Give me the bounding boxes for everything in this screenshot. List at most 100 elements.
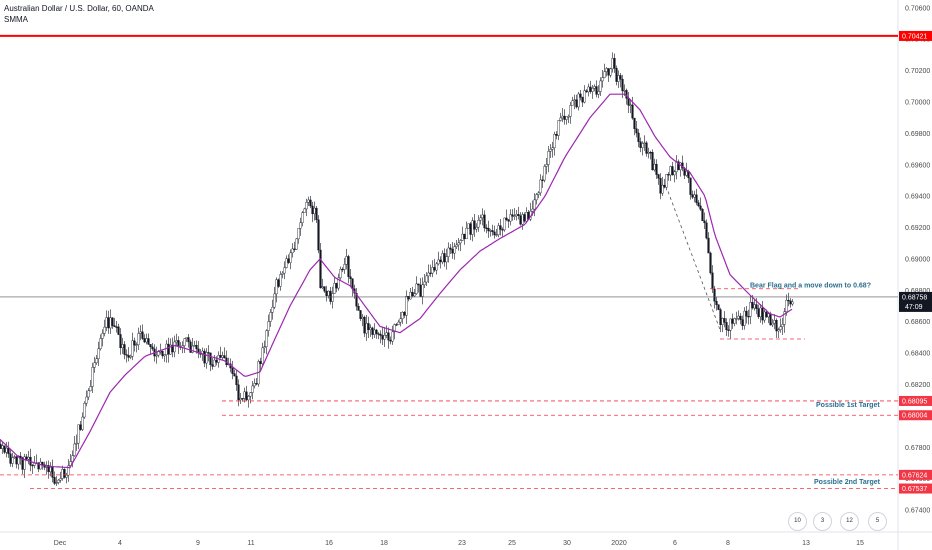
candle-body xyxy=(499,225,502,230)
candle-body xyxy=(367,323,370,330)
candle-body xyxy=(753,304,756,309)
target-price-tag xyxy=(899,469,932,480)
candle-body xyxy=(0,443,2,449)
candle-body xyxy=(599,80,602,92)
x-tick-label: 30 xyxy=(563,540,571,547)
candle-body xyxy=(659,178,662,194)
candle-body xyxy=(691,194,694,198)
event-flag-icon[interactable]: 12 xyxy=(840,512,859,531)
candle-body xyxy=(553,134,556,148)
candle-body xyxy=(649,152,652,154)
candle-body xyxy=(485,227,488,229)
candle-body xyxy=(305,202,308,210)
candle-body xyxy=(613,58,616,69)
candle-body xyxy=(759,307,762,317)
candle-body xyxy=(633,117,636,129)
candle-body xyxy=(27,456,30,460)
candle-body xyxy=(457,242,460,246)
candle-body xyxy=(75,442,78,445)
candle-body xyxy=(637,132,640,142)
candle-body xyxy=(355,293,358,307)
x-tick-label: 2020 xyxy=(611,540,627,547)
candle-body xyxy=(545,164,548,167)
candle-body xyxy=(51,467,54,478)
candle-body xyxy=(737,315,740,319)
candle-body xyxy=(113,325,116,327)
resistance-price-tag xyxy=(899,30,932,41)
candle-body xyxy=(103,326,106,334)
candle-body xyxy=(517,214,520,216)
candle-body xyxy=(697,202,700,207)
candle-body xyxy=(57,479,60,483)
candle-body xyxy=(619,75,622,80)
candle-body xyxy=(709,252,712,274)
candle-body xyxy=(13,456,16,458)
candle-body xyxy=(275,279,278,295)
candle-body xyxy=(467,223,470,229)
candle-body xyxy=(97,348,100,359)
target-price-label: 0.67624 xyxy=(902,472,927,479)
candle-body xyxy=(589,86,592,92)
candle-body xyxy=(335,283,338,289)
candle-body xyxy=(377,333,380,335)
candle-body xyxy=(121,344,124,349)
y-tick-label: 0.70000 xyxy=(905,100,930,107)
candle-body xyxy=(621,79,624,92)
candle-body xyxy=(407,295,410,300)
candle-body xyxy=(657,174,660,179)
candle-body xyxy=(745,310,748,317)
candle-body xyxy=(319,249,322,289)
candle-body xyxy=(79,424,82,430)
event-flag-icon[interactable]: 5 xyxy=(868,512,887,531)
candle-body xyxy=(173,341,176,353)
candle-body xyxy=(127,355,130,358)
candle-body xyxy=(9,453,12,464)
candle-body xyxy=(155,354,158,357)
candle-body xyxy=(61,469,64,479)
y-tick-label: 0.69200 xyxy=(905,225,930,232)
candle-body xyxy=(713,288,716,302)
x-tick-label: 13 xyxy=(802,540,810,547)
candle-body xyxy=(469,223,472,235)
candle-body xyxy=(437,259,440,265)
candle-body xyxy=(83,403,86,418)
candle-body xyxy=(1,445,4,449)
candle-body xyxy=(85,396,88,404)
y-tick-label: 0.69400 xyxy=(905,194,930,201)
candle-body xyxy=(513,215,516,217)
flag-pole-line[interactable] xyxy=(667,191,721,330)
event-count: 5 xyxy=(875,518,880,524)
candle-body xyxy=(611,58,614,70)
indicator-label[interactable]: SMMA xyxy=(4,15,28,24)
candle-body xyxy=(39,461,42,470)
candle-body xyxy=(269,312,272,322)
candle-body xyxy=(145,338,148,343)
candle-body xyxy=(203,350,206,364)
candle-body xyxy=(55,482,58,484)
candle-body xyxy=(387,332,390,341)
chart-annotation: Possible 2nd Target xyxy=(814,479,881,486)
candle-body xyxy=(165,343,168,355)
candle-body xyxy=(477,220,480,228)
candle-body xyxy=(107,317,110,329)
candle-body xyxy=(21,457,24,470)
event-flag-icon[interactable]: 10 xyxy=(788,512,807,531)
candle-body xyxy=(411,291,414,297)
candle-body xyxy=(595,86,598,95)
candle-body xyxy=(639,141,642,148)
candle-body xyxy=(763,311,766,321)
candle-body xyxy=(231,367,234,374)
candle-body xyxy=(409,291,412,300)
candle-body xyxy=(743,310,746,326)
x-tick-label: 11 xyxy=(247,540,254,547)
candle-body xyxy=(379,333,382,336)
candle-body xyxy=(161,351,164,357)
candle-body xyxy=(327,290,330,296)
candle-body xyxy=(395,324,398,326)
candle-body xyxy=(59,478,62,481)
event-flag-icon[interactable]: 3 xyxy=(813,512,832,531)
candle-body xyxy=(473,220,476,230)
candle-body xyxy=(705,222,708,239)
candle-body xyxy=(617,75,620,82)
